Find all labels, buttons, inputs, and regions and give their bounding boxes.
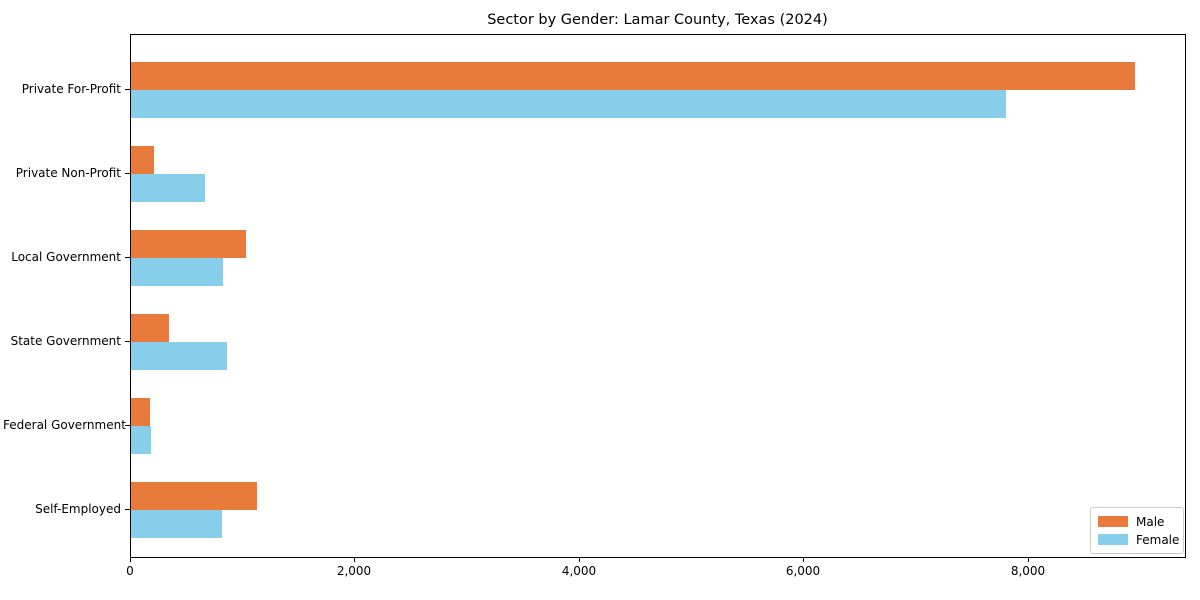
category-label: Federal Government <box>3 418 126 432</box>
bar-male-5 <box>131 482 257 510</box>
chart-title: Sector by Gender: Lamar County, Texas (2… <box>487 12 828 28</box>
bar-female-3 <box>131 342 227 370</box>
y-tick-mark <box>125 89 130 90</box>
x-tick-mark <box>354 557 355 562</box>
x-tick-label: 4,000 <box>561 564 597 578</box>
bar-male-3 <box>131 314 169 342</box>
legend-label-male: Male <box>1136 514 1165 529</box>
legend: Male Female <box>1090 507 1184 554</box>
y-tick-mark <box>125 257 130 258</box>
x-tick-mark <box>803 557 804 562</box>
x-tick-label: 0 <box>126 564 134 578</box>
legend-row-male: Male <box>1098 515 1177 529</box>
male-swatch-icon <box>1098 516 1128 527</box>
bar-male-0 <box>131 62 1135 90</box>
bar-male-2 <box>131 230 246 258</box>
y-tick-mark <box>125 173 130 174</box>
x-tick-mark <box>579 557 580 562</box>
x-tick-label: 6,000 <box>785 564 821 578</box>
female-swatch-icon <box>1098 534 1128 545</box>
category-label: Local Government <box>11 250 121 264</box>
bar-male-1 <box>131 146 154 174</box>
category-label: Private For-Profit <box>21 82 121 96</box>
category-label: State Government <box>10 334 121 348</box>
bar-female-1 <box>131 174 205 202</box>
bar-female-0 <box>131 90 1006 118</box>
y-tick-mark <box>125 341 130 342</box>
category-label: Self-Employed <box>35 502 121 516</box>
x-tick-mark <box>130 557 131 562</box>
bar-female-5 <box>131 510 222 538</box>
category-label: Private Non-Profit <box>15 166 121 180</box>
legend-label-female: Female <box>1136 532 1180 547</box>
legend-row-female: Female <box>1098 532 1180 547</box>
x-tick-label: 8,000 <box>1010 564 1046 578</box>
x-tick-label: 2,000 <box>336 564 372 578</box>
bar-female-2 <box>131 258 223 286</box>
y-tick-mark <box>125 425 130 426</box>
plot-area <box>130 34 1186 558</box>
bar-female-4 <box>131 426 151 454</box>
bar-male-4 <box>131 398 150 426</box>
x-tick-mark <box>1028 557 1029 562</box>
y-tick-mark <box>125 509 130 510</box>
